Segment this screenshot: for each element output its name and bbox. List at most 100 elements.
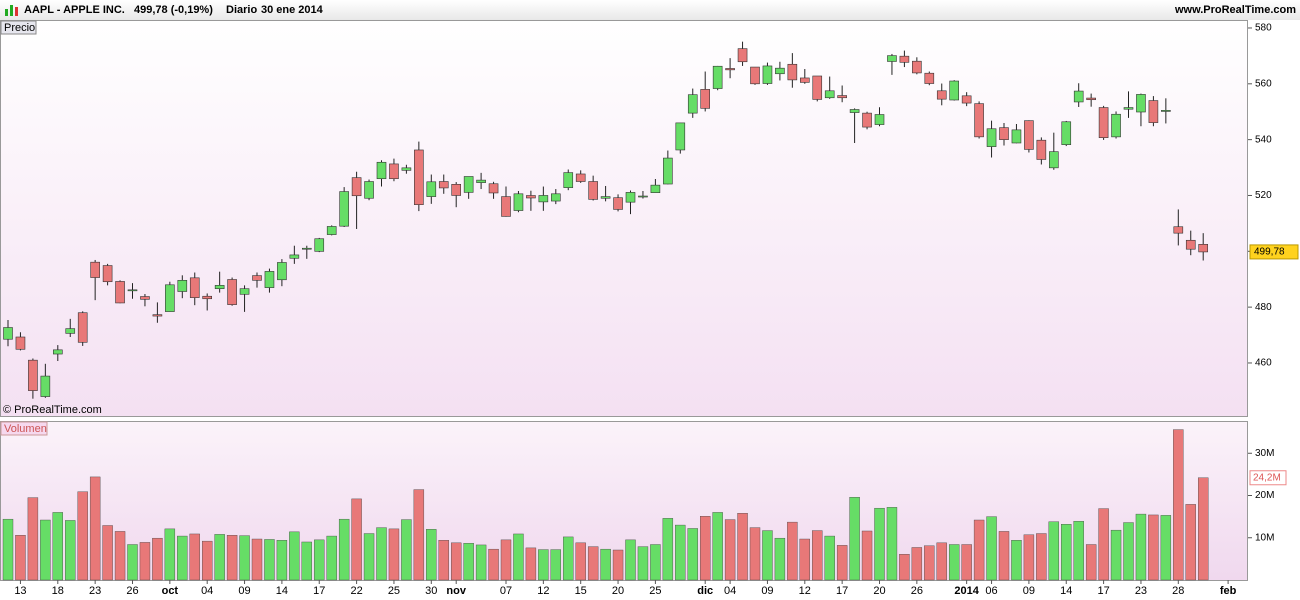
volume-bar [152,537,163,581]
candle-body [77,312,88,343]
volume-bar [1160,515,1172,581]
candle-body [140,296,150,300]
site: www.ProRealTime.com [1174,4,1296,16]
volume-bar [89,476,101,581]
volume-bar [861,530,873,581]
volume-bar [463,543,474,581]
candle-body [1185,239,1196,250]
candle-body [862,112,872,128]
candle-body [214,285,225,290]
candle-body [15,336,26,350]
candle-body [189,277,200,298]
y-tick-label: 30M [1255,448,1274,459]
x-tick-label: 09 [1023,585,1035,597]
candle-body [438,181,449,189]
panel-label-box [0,421,48,436]
volume-bar [587,546,599,581]
volume-bar [1135,513,1147,581]
x-tick-label: 13 [14,585,26,597]
candle-body [1061,121,1072,145]
volume-bar [911,547,923,581]
volume-bar [749,527,761,581]
volume-bar [998,531,1010,581]
candle-body [712,65,723,89]
candle-body [775,67,785,75]
candle-body [463,176,474,193]
volume-bar [600,548,611,581]
volume-bar [451,542,462,581]
volume-bar [301,541,312,581]
x-tick-label: 17 [836,585,848,597]
candle-body [650,184,661,193]
candle-body [899,55,910,63]
candle-body [663,157,673,185]
volume-bar [836,545,848,581]
y-tick-label: 540 [1255,134,1272,145]
x-tick-label: 22 [350,585,362,597]
volume-bar [177,535,188,581]
candle-body [837,95,847,99]
last-price-label: 499,78 [1254,247,1285,258]
date: 30 ene 2014 [261,4,324,16]
candle-body [986,128,997,147]
candle-body [1086,97,1096,101]
candle-body [924,72,935,84]
volume-bar [1185,504,1196,581]
x-tick-label: 15 [575,585,587,597]
volume-bar [513,533,524,581]
x-tick-label: feb [1220,585,1237,597]
x-tick-label: 23 [1135,585,1147,597]
volume-bar [874,507,885,581]
candle-body [451,184,462,196]
volume-bar [924,545,935,581]
x-tick-label: 14 [1060,585,1072,597]
volume-bar [1123,522,1134,581]
candle-body [177,280,188,292]
y-tick-label: 520 [1255,190,1272,201]
volume-bar [289,531,300,581]
volume-bar [388,528,400,581]
quote: 499,78 (-0,19%) [134,4,213,16]
candle-body [750,66,760,85]
x-tick-label: 2014 [954,585,979,597]
logo [5,5,18,16]
x-tick-label: dic [697,585,713,597]
y-tick-label: 580 [1255,23,1272,34]
x-tick-label: 07 [500,585,512,597]
candle-body [600,196,611,199]
volume-bar [102,525,113,581]
last-volume-box [1249,470,1287,486]
volume-bar [426,529,437,581]
candle-body [1024,120,1034,150]
volume-bar [550,549,561,581]
x-tick-label: 23 [89,585,101,597]
candle-body [351,177,362,197]
volume-bar [1098,508,1109,581]
volume-bar [812,530,823,581]
candle-body [974,103,984,138]
volume-bar [27,497,39,581]
watermark: © ProRealTime.com [3,404,102,416]
candle-body [289,254,300,259]
volume-bar [475,544,487,581]
candle-body [588,181,598,200]
volume-bar [251,538,263,581]
volume-bar [401,519,412,581]
volume-bar [899,554,910,581]
candle-body [563,172,574,188]
volume-bar [936,542,947,581]
candle-body [52,349,63,355]
candle-body [90,261,100,278]
volume-bar [438,540,449,581]
candle-body [625,192,636,203]
candle-body [949,80,960,101]
volume-bar [700,516,711,581]
volume-bar [15,535,26,581]
x-tick-label: nov [446,585,466,597]
volume-bar [139,542,151,581]
candle-body [165,284,175,312]
candle-body [1198,244,1208,253]
volume-bar [1173,429,1184,581]
x-tick-label: 20 [612,585,624,597]
y-tick-label: 10M [1255,532,1274,543]
